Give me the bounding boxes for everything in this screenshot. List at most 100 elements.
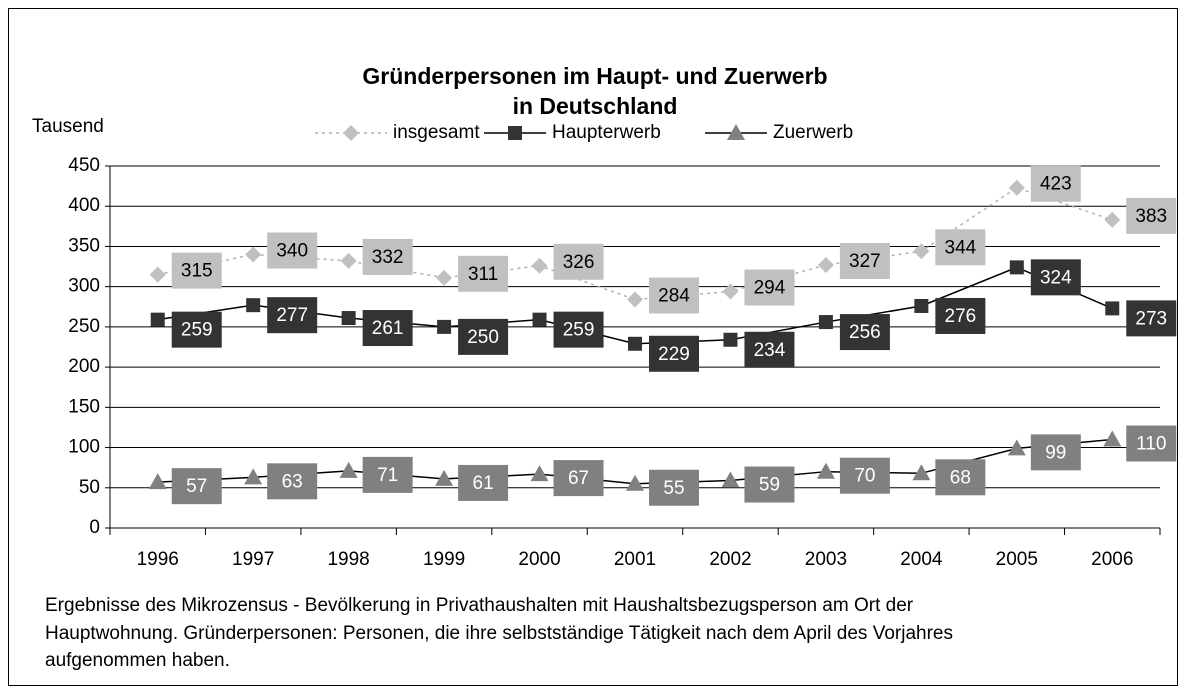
data-label: 284 [658,286,690,307]
x-tick-label: 2000 [518,549,560,570]
label-box [267,232,318,269]
marker [818,315,833,330]
data-label: 71 [377,465,398,486]
data-label: 63 [282,471,303,492]
data-label: 61 [473,473,494,494]
label-box [935,229,986,266]
label-box [553,243,604,280]
marker [1009,260,1024,275]
marker [627,291,643,308]
x-tick-label: 1996 [137,549,179,570]
legend-label: Haupterwerb [552,122,661,143]
marker [914,298,929,313]
label-box [362,238,413,275]
note: aufgenommen haben. [45,650,230,671]
data-label: 259 [563,320,595,341]
marker [816,462,835,479]
y-tick-label: 300 [68,276,100,297]
marker [628,336,642,351]
y-axis-label: Tausend [32,116,104,137]
label-box [649,469,699,506]
legend-label: insgesamt [393,122,480,143]
label-box [1030,259,1081,296]
data-label: 234 [754,340,786,361]
label-box [839,242,890,279]
label-box [839,314,890,351]
marker [1008,179,1025,196]
data-label: 423 [1040,174,1072,195]
y-tick-label: 250 [68,316,100,337]
y-tick-label: 150 [68,396,100,417]
label-box [171,468,222,505]
x-tick-label: 1999 [423,549,465,570]
marker [341,311,356,326]
y-tick-label: 400 [68,195,100,216]
chart-title: Gründerpersonen im Haupt- und Zuerwerb [362,63,827,89]
label-box [458,255,509,292]
x-tick-label: 1998 [327,549,369,570]
data-label: 67 [568,468,589,489]
label-box [744,269,795,306]
label-box [458,318,509,355]
legend-marker [727,124,745,140]
label-box [267,463,318,500]
marker [435,469,454,486]
data-label: 277 [276,305,308,326]
y-tick-label: 450 [68,155,100,176]
x-tick-label: 2004 [900,549,943,570]
label-box [1126,300,1177,337]
marker [723,332,738,347]
label-box [839,457,890,494]
label-box [744,331,795,368]
data-label: 344 [945,237,977,258]
marker [245,246,262,263]
data-label: 261 [372,318,404,339]
marker [531,257,548,274]
marker [1103,430,1122,447]
x-tick-label: 2002 [709,549,751,570]
chart-title: in Deutschland [513,93,678,119]
data-label: 324 [1040,267,1072,288]
label-box [649,335,699,372]
data-label: 250 [467,327,499,348]
data-label: 59 [759,475,780,496]
y-tick-label: 0 [89,517,100,538]
label-box [553,460,604,497]
label-box [1030,434,1081,471]
data-label: 55 [663,478,684,499]
data-label: 340 [276,241,308,262]
marker [721,471,740,488]
y-tick-label: 50 [79,477,100,498]
data-label: 57 [186,476,207,497]
marker [246,298,261,313]
data-label: 70 [854,466,875,487]
data-label: 229 [658,344,690,365]
marker [722,283,739,300]
marker [339,461,358,478]
marker [340,252,357,269]
data-label: 99 [1045,442,1066,463]
label-box [362,310,413,347]
data-label: 332 [372,247,404,268]
legend-label: Zuerwerb [773,122,853,143]
marker [436,269,453,286]
marker [530,465,549,482]
marker [149,266,166,283]
x-tick-label: 1997 [232,549,274,570]
label-box [649,277,699,314]
label-box [267,297,318,334]
legend-marker [343,125,359,141]
x-tick-label: 2003 [805,549,847,570]
marker [1105,301,1120,316]
marker [150,312,165,327]
marker [532,312,547,327]
label-box [362,456,413,493]
data-label: 311 [468,264,498,285]
marker [244,468,263,485]
label-box [171,252,222,289]
label-box [553,311,604,348]
label-box [1126,197,1177,234]
data-label: 110 [1136,434,1166,455]
y-tick-label: 100 [68,437,100,458]
